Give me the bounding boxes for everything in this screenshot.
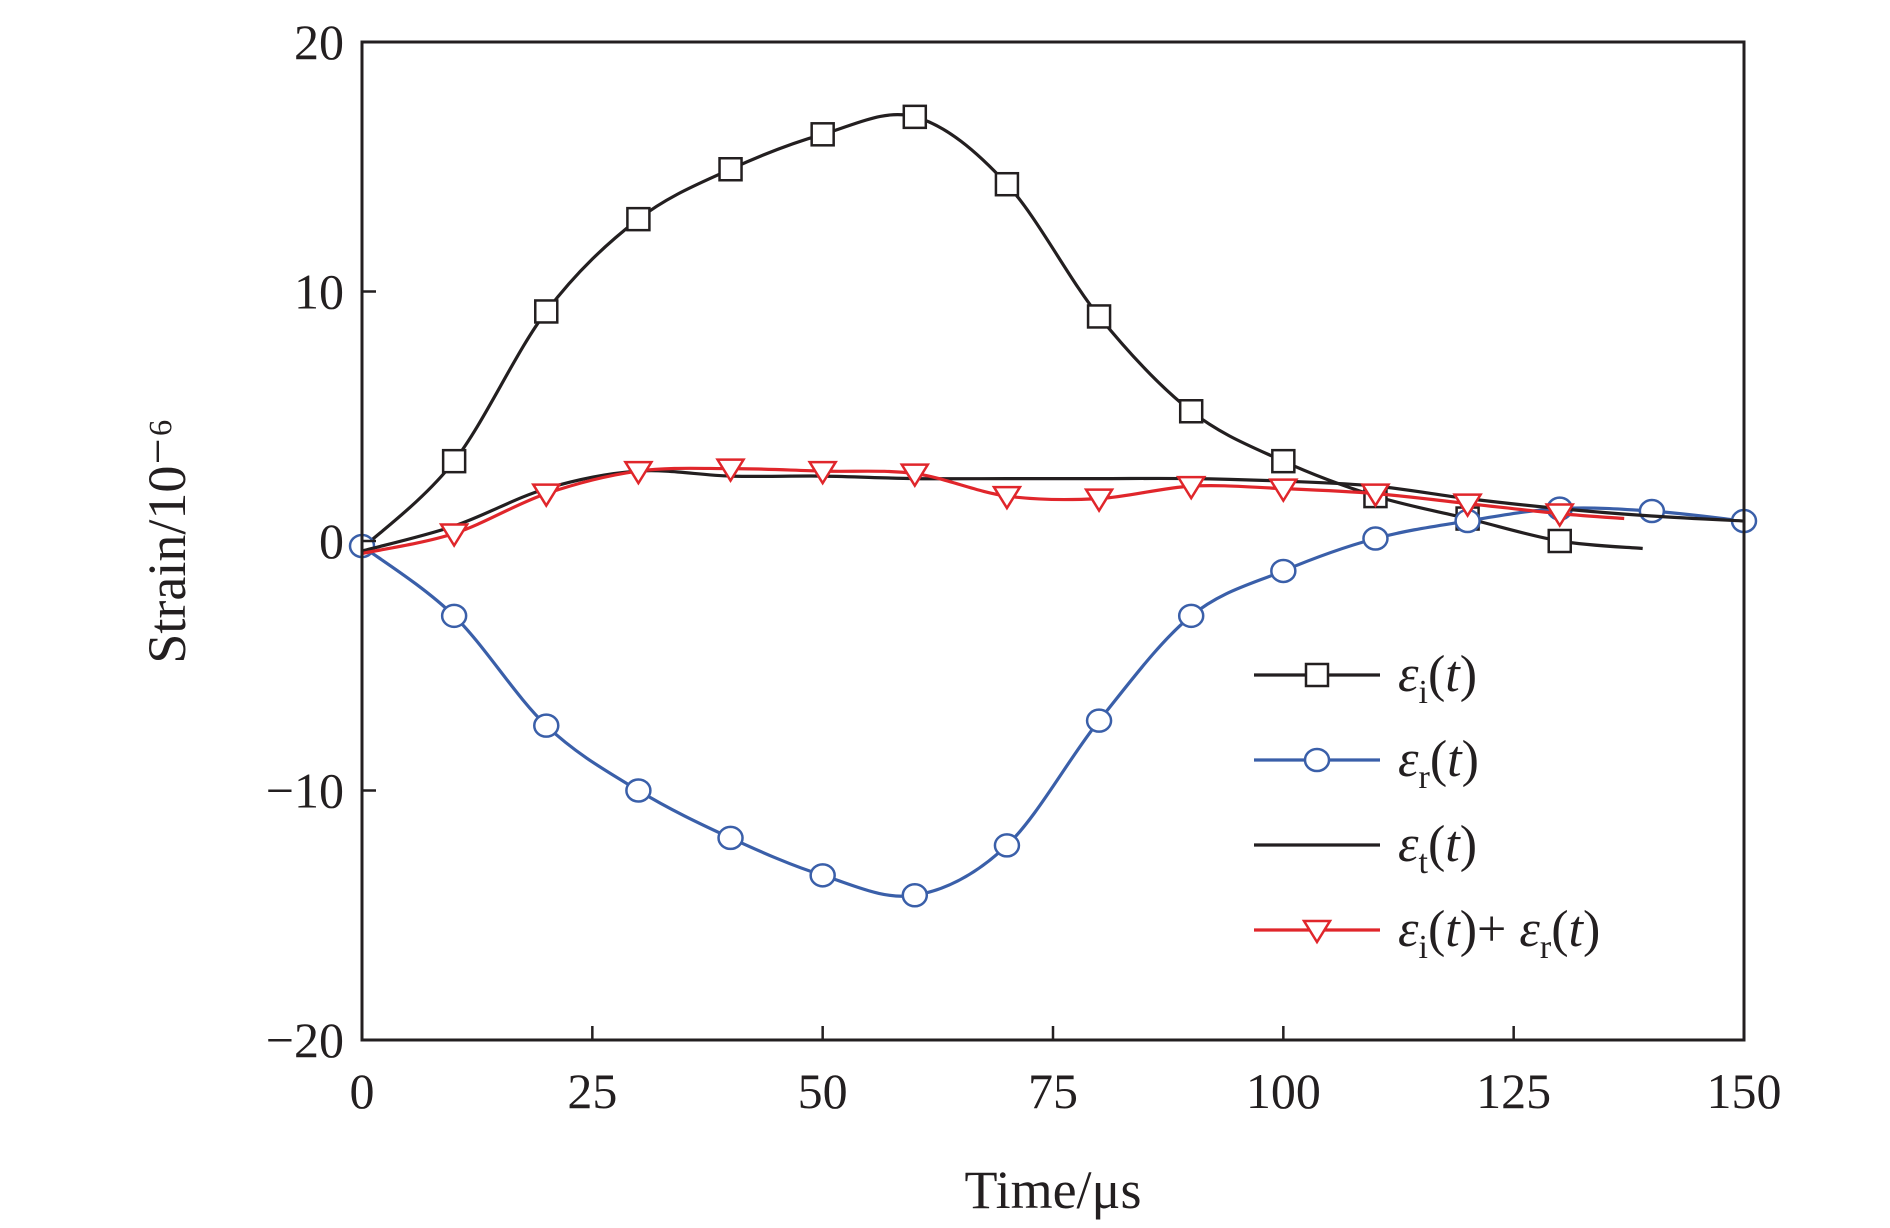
series-4-point — [899, 463, 931, 489]
x-tick-label: 125 — [1476, 1063, 1551, 1119]
series-1-point — [626, 206, 651, 232]
x-tick-label: 25 — [567, 1063, 617, 1119]
series-2-point — [809, 863, 836, 888]
legend-swatch-marker — [1304, 662, 1330, 688]
legend-label: εi(t)+ εr(t) — [1398, 901, 1600, 966]
series-2-point — [625, 778, 652, 803]
x-tick-label: 75 — [1028, 1063, 1078, 1119]
series-2-point — [440, 603, 468, 629]
series-layer — [348, 104, 1758, 908]
x-tick-label: 100 — [1246, 1063, 1321, 1119]
legend-label: εt(t) — [1398, 816, 1477, 881]
series-4-point — [1083, 488, 1115, 513]
series-4-point — [715, 458, 746, 484]
series-4-point — [1452, 493, 1483, 518]
series-2-point — [717, 825, 744, 851]
y-axis-title: Strain/10⁻⁶ — [137, 418, 197, 663]
y-tick-label: 10 — [294, 264, 344, 320]
series-1-point — [994, 171, 1020, 197]
series-2-point — [1177, 603, 1205, 629]
series-3 — [361, 469, 1745, 553]
series-3-line — [361, 469, 1745, 553]
legend-entry-2: εr(t) — [1254, 731, 1479, 796]
legend: εi(t) εr(t) εt(t) εi(t)+ εr(t) — [1254, 646, 1600, 966]
legend-swatch-marker — [1301, 919, 1333, 945]
series-4 — [361, 458, 1625, 556]
legend-swatch-marker — [1303, 747, 1331, 773]
series-2-line — [361, 506, 1745, 898]
series-4-point — [807, 460, 838, 486]
legend-entry-3: εt(t) — [1254, 816, 1477, 881]
series-4-point — [991, 485, 1023, 511]
series-2-point — [1638, 498, 1666, 524]
series-2-point — [1362, 526, 1389, 551]
series-4-point — [1360, 483, 1391, 508]
y-tick-label: 20 — [294, 14, 344, 70]
series-2 — [348, 496, 1758, 908]
x-tick-label: 50 — [798, 1063, 848, 1119]
series-4-point — [438, 523, 470, 548]
series-1-point — [1086, 304, 1112, 329]
series-1-point — [1178, 399, 1204, 424]
series-1-point — [1547, 528, 1572, 554]
series-2-point — [533, 713, 560, 738]
series-4-point — [1544, 503, 1575, 528]
series-1-point — [902, 104, 928, 130]
ticks-layer: 0 25 50 75 100 125 150 −20 −10 0 10 20 — [266, 14, 1782, 1119]
series-2-point — [993, 833, 1021, 858]
x-axis-title: Time/μs — [964, 1160, 1141, 1220]
x-tick-label: 0 — [350, 1063, 375, 1119]
legend-entry-4: εi(t)+ εr(t) — [1254, 901, 1600, 966]
series-4-point — [531, 483, 562, 508]
series-2-point — [1270, 558, 1297, 584]
series-1 — [360, 104, 1643, 554]
series-1-point — [534, 299, 559, 324]
legend-entry-1: εi(t) — [1254, 646, 1477, 711]
y-tick-label: −20 — [266, 1012, 344, 1068]
series-1-point — [441, 448, 467, 474]
series-2-point — [1085, 708, 1113, 733]
series-2-point — [901, 883, 929, 908]
series-1-point — [1271, 448, 1296, 474]
series-4-point — [623, 460, 654, 486]
series-4-point — [1175, 475, 1207, 501]
y-tick-label: 0 — [319, 513, 344, 569]
x-tick-label: 150 — [1707, 1063, 1782, 1119]
y-tick-label: −10 — [266, 763, 344, 819]
plot-frame — [360, 40, 1746, 1042]
legend-label: εr(t) — [1398, 731, 1479, 796]
legend-label: εi(t) — [1398, 646, 1477, 711]
series-1-point — [718, 156, 743, 182]
series-1-point — [810, 122, 835, 147]
series-4-point — [1268, 478, 1299, 503]
